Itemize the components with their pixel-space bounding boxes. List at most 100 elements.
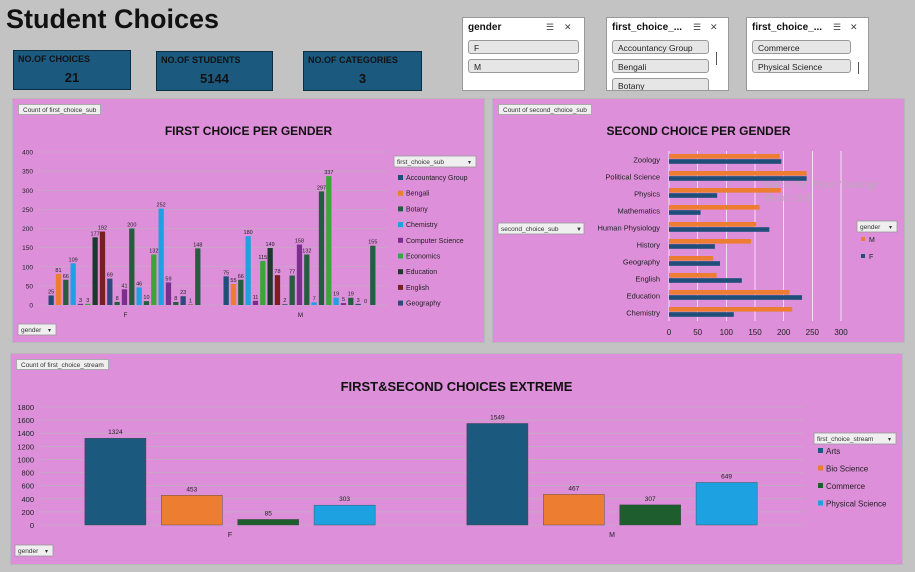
legend-swatch	[818, 500, 823, 506]
slicer-item[interactable]: Botany	[612, 78, 709, 90]
y-tick-label: 1200	[17, 442, 34, 451]
data-label: 7	[313, 296, 316, 302]
chart-bar	[669, 239, 751, 244]
y-tick-label: Geography	[623, 258, 660, 267]
chart-bar	[669, 273, 717, 278]
clear-filter-icon[interactable]: ✕	[564, 22, 572, 32]
chart-bar	[63, 279, 69, 305]
legend-label: Computer Science	[406, 238, 464, 245]
data-label: 3	[86, 298, 89, 304]
slicer-item[interactable]: Accountancy Group	[612, 40, 709, 54]
kpi-label: NO.OF CHOICES	[18, 54, 91, 64]
chart-bar	[669, 222, 757, 227]
chart-bar	[129, 228, 135, 305]
chart-bar	[161, 495, 223, 526]
slicer-scrollbar[interactable]	[858, 62, 859, 74]
y-tick-label: Education	[627, 292, 660, 301]
data-label: 3	[79, 298, 82, 304]
legend-swatch	[818, 465, 823, 471]
y-tick-label: 400	[21, 495, 34, 504]
data-label: 66	[238, 274, 244, 280]
y-tick-label: 1400	[17, 429, 34, 438]
multi-select-icon[interactable]: ☰	[693, 22, 702, 32]
y-tick-label: 200	[21, 508, 34, 517]
kpi-value: 21	[64, 70, 80, 85]
first-choice-sub-slicer: first_choice_... ☰ ✕ Accountancy Group B…	[606, 17, 729, 91]
chart-bar	[223, 276, 229, 305]
data-label: 453	[186, 486, 197, 493]
x-tick-label: 0	[667, 328, 672, 337]
legend-filter-button[interactable]	[813, 432, 897, 445]
y-tick-label: 400	[22, 150, 33, 157]
dropdown-arrow-icon: ▼	[576, 227, 582, 233]
slicer-item-m[interactable]: M	[468, 59, 579, 73]
legend-filter-button[interactable]	[856, 220, 898, 233]
chart-bar	[669, 171, 807, 176]
clear-filter-icon[interactable]: ✕	[850, 22, 858, 32]
chart-bar	[195, 248, 201, 305]
slicer-item[interactable]: Physical Science	[752, 59, 851, 73]
chart-bar	[173, 301, 179, 305]
slicer-item[interactable]: Bengali	[612, 59, 709, 73]
data-label: 200	[127, 223, 136, 229]
legend-filter-button[interactable]	[393, 155, 477, 168]
data-label: 23	[180, 290, 186, 296]
data-label: 19	[348, 292, 354, 298]
legend-swatch	[818, 483, 823, 488]
data-label: 307	[645, 496, 656, 503]
x-tick-label: F	[124, 312, 128, 319]
chart-bar	[669, 154, 780, 159]
chart-bar	[151, 254, 157, 305]
chart-bar	[333, 297, 339, 305]
dropdown-arrow-icon: ▾	[889, 225, 892, 231]
y-tick-label: 100	[22, 264, 33, 271]
chart-bar	[230, 283, 237, 305]
data-label: 109	[69, 257, 78, 263]
y-tick-label: English	[635, 275, 660, 284]
gender-axis-button[interactable]	[17, 323, 57, 336]
kpi-value: 3	[358, 71, 367, 86]
gender-axis-button[interactable]	[14, 544, 54, 557]
multi-select-icon[interactable]: ☰	[833, 22, 842, 32]
multi-select-icon[interactable]: ☰	[546, 22, 555, 32]
field-button[interactable]: Count of first_choice_stream	[16, 359, 109, 370]
chart-bar	[669, 227, 770, 232]
data-label: 8	[116, 296, 119, 302]
first-choice-stream-slicer: first_choice_... ☰ ✕ Commerce Physical S…	[746, 17, 869, 91]
dropdown-arrow-icon: ▾	[45, 549, 48, 555]
slicer-title: gender	[468, 22, 502, 33]
legend-label: Bio Science	[826, 465, 869, 474]
chart-title: FIRST&SECOND CHOICES EXTREME	[340, 379, 573, 394]
legend-label: Physical Science	[826, 500, 887, 509]
legend-label: Botany	[406, 206, 428, 213]
clear-filter-icon[interactable]: ✕	[710, 22, 718, 32]
chart-bar	[84, 438, 147, 526]
kpi-choices-card: NO.OF CHOICES 21	[13, 50, 131, 90]
data-label: 132	[149, 249, 158, 255]
legend-swatch	[398, 253, 403, 259]
slicer-title: first_choice_...	[752, 22, 823, 33]
data-label: 467	[568, 485, 579, 492]
slicer-item[interactable]: Commerce	[752, 40, 851, 54]
chart-bar	[48, 295, 54, 305]
field-button[interactable]: Count of second_choice_sub	[498, 104, 592, 115]
slicer-scrollbar[interactable]	[716, 52, 717, 65]
chart-bar	[237, 519, 299, 526]
chart-bar	[296, 244, 303, 305]
chart-bar	[669, 244, 715, 249]
extreme-choices-chart: 0 200 400 600 800 1000 1200 1400 1600 1800 F 1324 45…	[14, 403, 897, 557]
chart-bar	[304, 254, 310, 305]
data-label: 149	[266, 242, 275, 248]
data-label: 10	[143, 295, 149, 301]
y-tick-label: Political Science	[605, 173, 660, 182]
field-button[interactable]: Count of first_choice_sub	[18, 104, 102, 115]
data-label: 2	[283, 298, 286, 304]
data-label: 252	[157, 203, 166, 209]
y-tick-label: History	[637, 241, 661, 250]
slicer-item-f[interactable]: F	[468, 40, 579, 54]
data-label: 46	[136, 281, 142, 287]
second-choice-filter-button[interactable]	[497, 222, 585, 235]
chart-bar	[340, 303, 347, 305]
y-tick-label: 50	[26, 283, 34, 290]
data-label: 649	[721, 473, 732, 480]
